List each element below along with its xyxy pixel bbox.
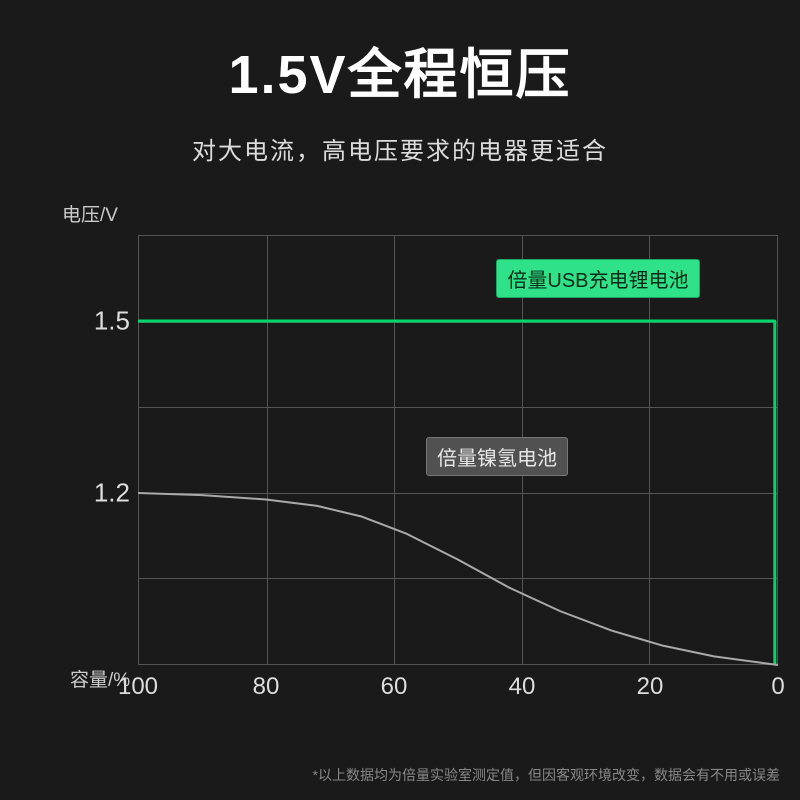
- x-tick: 60: [381, 673, 408, 701]
- series-line: [138, 493, 778, 665]
- chart-plot-area: 容量/% 1.51.2100806040200 倍量USB充电锂电池倍量镍氢电池: [100, 235, 780, 665]
- page-subtitle: 对大电流，高电压要求的电器更适合: [0, 131, 800, 166]
- y-tick: 1.2: [94, 478, 130, 509]
- x-tick: 100: [118, 673, 158, 701]
- series-line: [138, 321, 775, 665]
- y-axis-title: 电压/V: [62, 200, 780, 227]
- footnote: *以上数据均为倍量实验室测定值，但因客观环境改变，数据会有不用或误差: [313, 765, 780, 785]
- series-legend: 倍量镍氢电池: [426, 437, 568, 476]
- x-tick: 20: [637, 673, 664, 701]
- series-legend: 倍量USB充电锂电池: [496, 259, 699, 298]
- voltage-chart: 电压/V 容量/% 1.51.2100806040200 倍量USB充电锂电池倍…: [60, 200, 780, 665]
- page-title: 1.5V全程恒压: [0, 0, 800, 109]
- x-tick: 80: [253, 673, 280, 701]
- x-tick: 0: [771, 673, 784, 701]
- y-tick: 1.5: [94, 306, 130, 337]
- x-tick: 40: [509, 673, 536, 701]
